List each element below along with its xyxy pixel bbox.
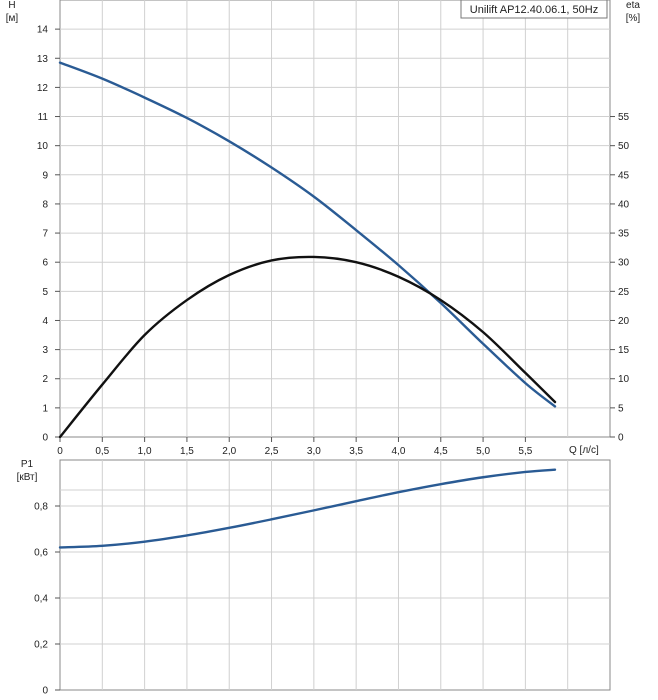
eta-y-tick-label: 50 [618,141,630,152]
eta-y-tick-label: 35 [618,229,630,240]
flow-x-tick-label: 2,5 [265,446,279,457]
head-y-tick-label: 9 [42,170,48,181]
power-y-tick-label: 0,8 [34,502,48,513]
head-y-tick-label: 0 [42,433,48,444]
power-y-tick-labels: 0 0,2 0,4 0,6 0,8 [34,502,60,697]
eta-y-tick-label: 25 [618,287,630,298]
flow-x-tick-label: 0 [57,446,63,457]
head-y-tick-label: 5 [42,287,48,298]
power-curve [58,468,557,549]
power-axis-label: P1 [21,459,34,470]
legend: Unilift AP12.40.06.1, 50Hz [460,0,608,19]
head-plot-frame [59,0,611,438]
head-curve [58,61,557,408]
eta-y-tick-label: 10 [618,374,630,385]
eta-y-tick-label: 45 [618,170,630,181]
flow-x-tick-label: 3,5 [349,446,363,457]
eta-y-tick-label: 55 [618,112,630,123]
flow-x-tick-label: 4,0 [392,446,406,457]
flow-x-tick-label: 5,5 [518,446,532,457]
flow-x-tick-label: 1,5 [180,446,194,457]
head-y-tick-label: 13 [37,54,49,65]
eta-y-tick-label: 40 [618,199,630,210]
power-y-tick-label: 0,4 [34,594,48,605]
head-y-tick-label: 12 [37,83,49,94]
head-y-tick-label: 10 [37,141,49,152]
power-series [58,468,557,549]
flow-x-tick-label: 2,0 [222,446,236,457]
head-y-tick-label: 3 [42,345,48,356]
flow-x-tick-label: 4,5 [434,446,448,457]
flow-x-tick-label: 3,0 [307,446,321,457]
eta-y-tick-label: 30 [618,258,630,269]
flow-axis-label: Q [л/с] [569,445,599,456]
power-y-tick-label: 0 [42,686,48,697]
flow-x-tick-label: 0,5 [95,446,109,457]
head-y-tick-label: 2 [42,374,48,385]
head-y-tick-label: 14 [37,25,49,36]
head-y-tick-label: 8 [42,199,48,210]
head-y-tick-label: 6 [42,258,48,269]
eta-axis-label: eta [626,0,640,11]
power-axis-unit: [кВт] [17,472,38,483]
head-y-tick-label: 1 [42,403,48,414]
legend-box [460,0,608,19]
eta-y-tick-label: 5 [618,403,624,414]
head-gridlines [60,0,610,437]
power-y-tick-label: 0,2 [34,640,48,651]
efficiency-curve [58,255,557,439]
flow-x-tick-labels: 0 0,5 1,0 1,5 2,0 2,5 3,0 3,5 4,0 4,5 5,0 5,5 [57,437,533,457]
eta-axis-unit: [%] [626,13,641,24]
head-y-tick-label: 11 [38,112,49,123]
head-axis-unit: [м] [6,13,19,24]
power-panel: 0 0,2 0,4 0,6 0,8 P1 [кВт] [17,459,611,697]
eta-y-tick-label: 20 [618,316,630,327]
legend-label: Unilift AP12.40.06.1, 50Hz [470,4,598,16]
eta-y-tick-label: 15 [618,345,630,356]
head-y-tick-label: 4 [42,316,48,327]
power-gridlines [60,460,610,690]
flow-x-tick-label: 1,0 [138,446,152,457]
head-efficiency-series [58,61,557,439]
eta-y-tick-labels: 0 5 10 15 20 25 30 35 40 45 50 55 [610,112,630,444]
power-y-tick-label: 0,6 [34,548,48,559]
head-y-tick-label: 7 [42,229,48,240]
eta-y-tick-label: 0 [618,433,624,444]
head-axis-label: H [8,0,15,11]
flow-x-tick-label: 5,0 [476,446,490,457]
power-plot-frame [59,459,611,691]
